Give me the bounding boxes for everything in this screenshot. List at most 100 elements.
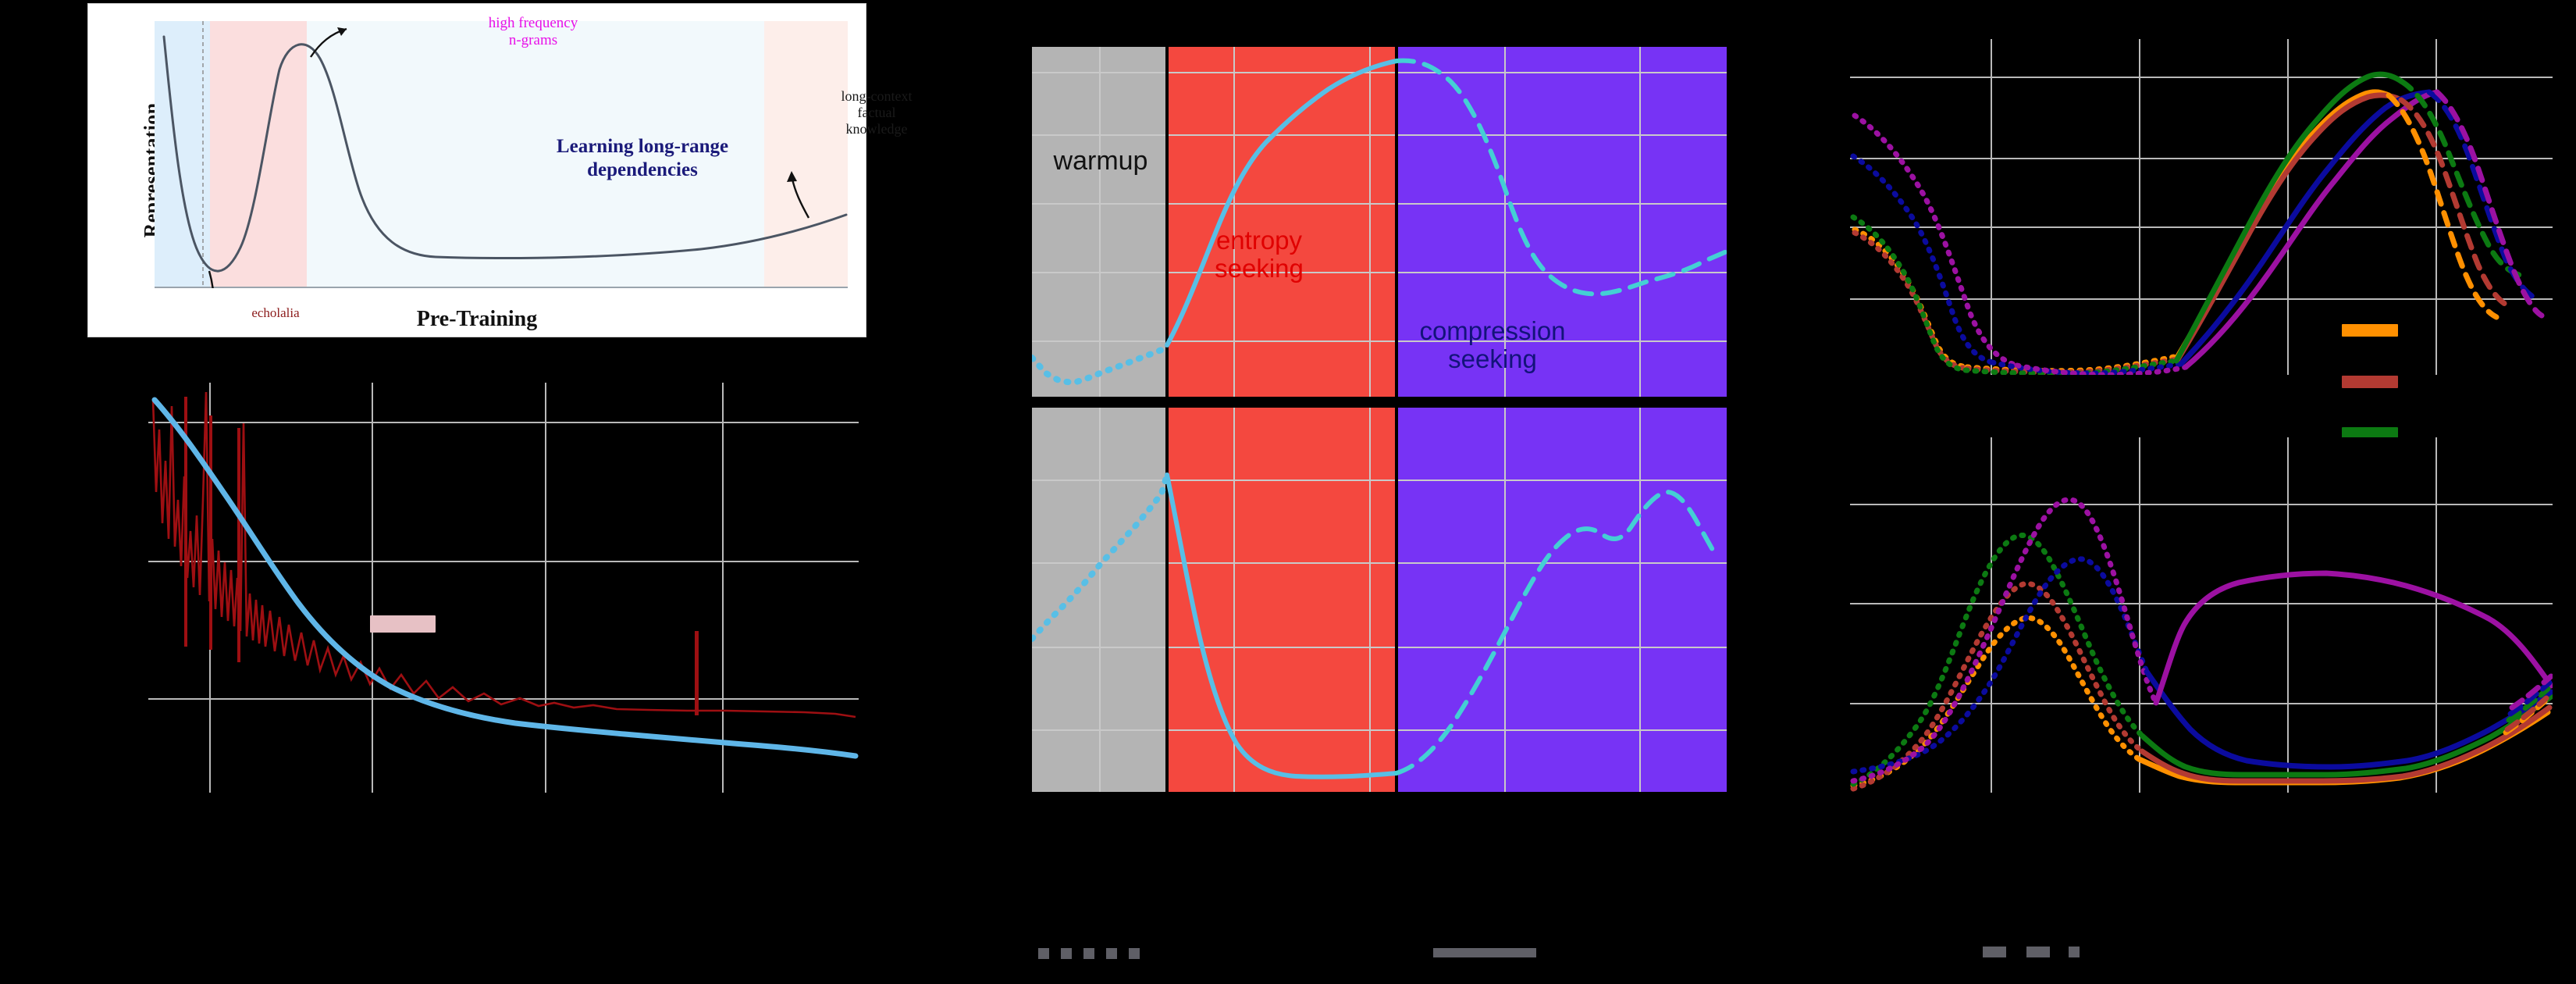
curve-warmup-dotted [1032,342,1170,387]
gridline-horizontal [1032,272,1727,273]
gridline-vertical [2287,437,2289,793]
reference-dashdot-line [429,561,859,562]
legend-swatch-brick[interactable] [2342,376,2398,388]
gridline-horizontal [1032,134,1727,136]
gridline-vertical [1369,408,1371,792]
gridline-vertical [2435,39,2437,375]
phase-label-compression-line-2: seeking [1448,344,1537,374]
phase-label-entropy-line-1: entropy [1215,226,1303,255]
legend-swatch-green[interactable] [2342,427,2398,440]
gridline-vertical [1099,408,1101,792]
line-style-legend-dotted[interactable] [1038,948,1140,961]
loss-legend-patch [370,615,436,633]
series-brick-solid [2139,704,2553,784]
gridline-horizontal [1032,729,1727,731]
band-echolalia [155,21,211,288]
series-navy-solid [2144,668,2553,770]
dotted-legend-dash [1106,948,1117,959]
series-brick-solid [2175,92,2404,362]
gridline-horizontal [1032,72,1727,73]
entropy-curve-top [1032,58,1727,387]
gridline-vertical [1991,39,1992,375]
series-brick-dashed-tail [2504,695,2549,733]
gridline-horizontal [1032,480,1727,481]
phase-band-entropy-seeking [1167,47,1397,397]
series-magenta-dotted [1850,497,2159,784]
annotation-hfng-line-1: high frequency [488,15,578,31]
series-orange-dashed [2386,92,2500,320]
inset-x-axis-label: Pre-Training [416,307,538,331]
band-divider [1165,47,1169,397]
series-green-solid [2139,693,2553,778]
series-orange-dotted-plateau [1964,353,2181,374]
series-magenta-dotted [1852,112,2020,369]
phase-band-compression-seeking [1397,47,1727,397]
series-green-dashed [2398,78,2528,280]
annotation-lcfk-line-3: knowledge [845,121,908,137]
phase-label-entropy-seeking: entropy seeking [1181,226,1337,283]
gridline-vertical [1504,47,1506,397]
middle-axis-separator [1032,397,1727,403]
series-green-dotted [1850,532,2145,787]
annotation-hfng-line-2: n-grams [508,32,558,49]
band-divider [1165,408,1169,792]
ngrams-arrow-head [337,27,347,36]
series-green-dashed-tail [2506,686,2551,723]
line-style-legend-solid[interactable] [1433,948,1536,957]
band-divider [1395,47,1398,397]
gridline-horizontal [1850,298,2553,300]
series-magenta-dashed-tail [2509,673,2553,711]
dashdot-legend-dash [2026,947,2050,957]
entropy-phase-subplot-top [1032,47,1727,397]
gridline-horizontal [1850,158,2553,159]
series-magenta-solid [2183,89,2440,370]
line-style-legend-dashdot[interactable] [1983,947,2084,957]
annotation-lcfk-line-2: factual [857,105,896,121]
gridline-vertical [2139,437,2140,793]
annotation-echolalia: echolalia [251,305,300,320]
gridline-horizontal [148,422,859,423]
pre-training-phases-schematic: Representation Complexity high freque [87,3,912,337]
curve-entropy-solid [1165,59,1399,348]
gridline-vertical [722,383,724,793]
multi-series-panel-top [1850,39,2553,375]
series-navy-solid [2178,89,2432,367]
factual-arrow-head [787,171,797,182]
phase-label-entropy-line-2: seeking [1215,254,1304,283]
gridline-horizontal [1032,647,1727,648]
curve-compression-dashed [1394,490,1715,775]
annotation-llrd-line-2: dependencies [587,159,698,180]
gridline-vertical [545,383,546,793]
inset-plot-area [155,21,848,288]
loss-series-blue [151,397,859,759]
gridline-horizontal [1032,562,1727,564]
annotation-long-context-factual: long-context factual knowledge [814,88,939,138]
inset-complexity-curve [162,35,848,273]
legend-swatch-orange[interactable] [2342,324,2398,337]
compression-phase-subplot-bottom [1032,408,1727,792]
phase-band-entropy-seeking [1167,408,1397,792]
gridline-horizontal [1032,340,1727,342]
gridline-horizontal [1032,203,1727,205]
gridline-vertical [1369,47,1371,397]
multi-series-curves-top [1850,71,2545,375]
band-high-frequency-ngrams [210,21,308,288]
series-navy-dashed-tail [2507,679,2553,717]
curve-compression-dashed [1394,58,1727,297]
band-learning-long-range [307,21,765,288]
factual-arrow-curve [790,175,810,219]
series-navy-dotted [1850,556,2150,775]
dotted-legend-dash [1038,948,1049,959]
series-brick-dotted [1850,580,2145,792]
dashdot-legend-dot [2069,947,2080,957]
gridline-vertical [372,383,373,793]
inset-curve [155,21,848,288]
annotation-learning-long-range: Learning long-range dependencies [494,135,791,181]
gridline-horizontal [1850,77,2553,78]
phase-label-compression-line-1: compression [1419,316,1566,345]
loss-spike [695,631,699,715]
annotation-lcfk-line-1: long-context [841,88,913,104]
phase-label-warmup: warmup [1053,146,1148,176]
series-green-solid [2173,71,2404,364]
band-divider [1395,408,1398,792]
